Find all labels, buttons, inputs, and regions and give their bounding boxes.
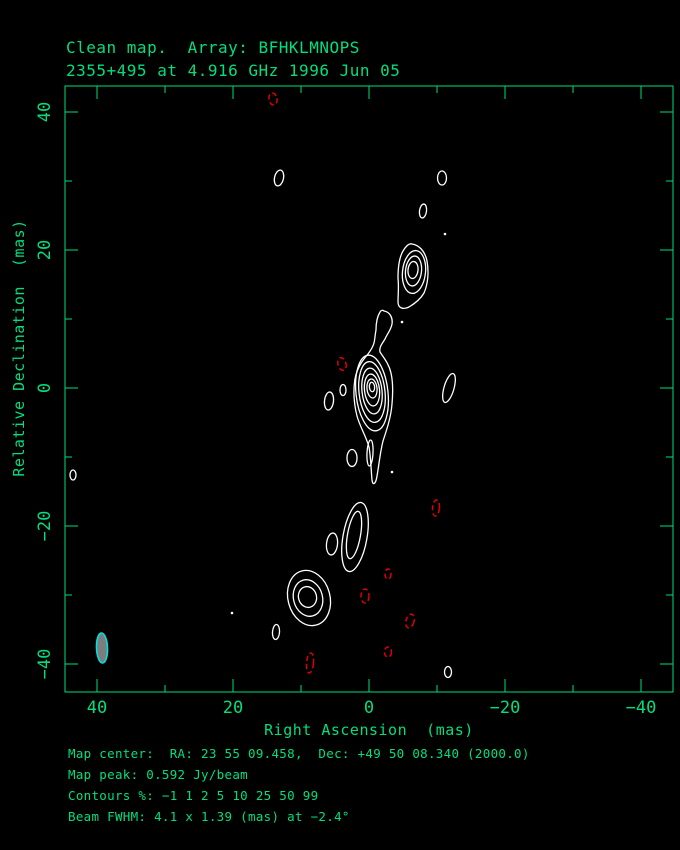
negative-contour xyxy=(337,356,347,372)
negative-contour xyxy=(360,588,370,604)
core-ring-3 xyxy=(361,367,383,415)
south-knot-outer xyxy=(286,569,332,627)
footer-map-center: Map center: RA: 23 55 09.458, Dec: +49 5… xyxy=(68,746,530,761)
map-subtitle: 2355+495 at 4.916 GHz 1996 Jun 05 xyxy=(66,61,401,80)
negative-contour xyxy=(268,92,278,106)
clean-speck xyxy=(390,470,394,474)
core-tail-inner-contour xyxy=(366,439,374,467)
negative-contour xyxy=(431,499,441,517)
clean-blob xyxy=(418,203,428,219)
clean-blob xyxy=(325,532,339,556)
south-knot-mid xyxy=(292,579,324,617)
footer-map-peak: Map peak: 0.592 Jy/beam xyxy=(68,767,248,782)
clean-blob xyxy=(339,383,347,397)
footer-contour-levels: Contours %: −1 1 2 5 10 25 50 99 xyxy=(68,788,319,803)
x-tick-label--40: −40 xyxy=(625,698,657,718)
negative-contour xyxy=(383,646,393,658)
clean-speck xyxy=(230,611,234,615)
y-tick-label--20: −20 xyxy=(35,510,55,542)
negative-contour xyxy=(404,613,416,629)
y-tick-label--40: −40 xyxy=(35,648,55,680)
nw-ring-1 xyxy=(401,249,427,295)
clean-blob xyxy=(443,665,453,679)
y-tick-label-40: 40 xyxy=(35,101,55,123)
x-tick-label--20: −20 xyxy=(489,698,521,718)
clean-blob xyxy=(346,448,358,468)
negative-contour xyxy=(305,652,315,674)
clean-speck xyxy=(400,320,404,324)
core-ring-5 xyxy=(366,378,378,399)
plot-frame xyxy=(64,85,674,693)
y-axis-label: Relative Declination (mas) xyxy=(10,219,28,477)
south-knot-inner xyxy=(297,585,318,609)
x-tick-label-0: 0 xyxy=(363,698,375,718)
footer-beam-fwhm: Beam FWHM: 4.1 x 1.39 (mas) at −2.4° xyxy=(68,809,350,824)
clean-blob xyxy=(323,391,335,411)
core-ring-2 xyxy=(358,360,386,424)
core-ring-6 xyxy=(368,381,376,393)
nw-outer-contour xyxy=(397,243,429,309)
x-tick-label-20: 20 xyxy=(222,698,244,718)
map-title: Clean map. Array: BFHKLMNOPS xyxy=(66,38,360,57)
south-extension-outer xyxy=(341,501,369,573)
core-outer-contour xyxy=(353,309,394,485)
clean-speck xyxy=(443,232,447,236)
nw-ring-3 xyxy=(407,260,419,280)
negative-contour xyxy=(384,568,392,580)
y-tick-label-0: 0 xyxy=(35,382,55,394)
beam-ellipse xyxy=(95,632,109,664)
south-extension-inner xyxy=(345,510,363,560)
y-tick-label-20: 20 xyxy=(35,239,55,261)
clean-blob xyxy=(442,372,456,404)
x-axis-label: Right Ascension (mas) xyxy=(264,721,474,739)
nw-ring-2 xyxy=(404,255,423,287)
clean-blob xyxy=(69,469,77,481)
core-ring-4 xyxy=(363,373,381,407)
clean-blob xyxy=(271,623,281,641)
clean-blob xyxy=(273,169,285,187)
core-ring-1 xyxy=(354,354,390,432)
x-tick-label-40: 40 xyxy=(86,698,108,718)
clean-blob xyxy=(436,170,448,186)
